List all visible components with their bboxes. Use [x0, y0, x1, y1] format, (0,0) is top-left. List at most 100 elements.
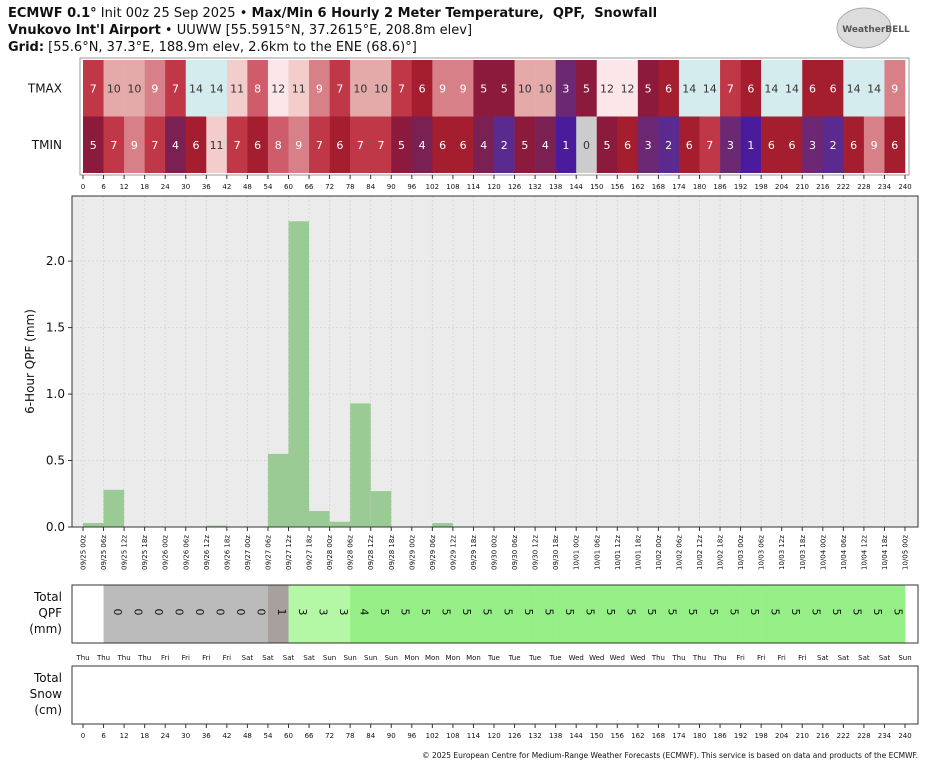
cell-label: 6	[768, 139, 775, 152]
x-tick-label: 78	[346, 732, 355, 740]
bar	[329, 521, 351, 527]
x-tick-label: 10/02 12z	[696, 535, 704, 570]
day-label: Thu	[75, 654, 89, 662]
day-label: Sat	[242, 654, 254, 662]
x-tick-label: 30	[181, 183, 190, 191]
x-tick-label: 09/27 06z	[264, 535, 272, 570]
x-tick-label: 78	[346, 183, 355, 191]
day-label: Thu	[651, 654, 665, 662]
x-tick-label: 10/05 00z	[902, 535, 910, 570]
cell-label: 3	[562, 82, 569, 95]
total-cell	[124, 585, 145, 643]
strip-label: Total	[33, 671, 62, 685]
total-cell	[452, 585, 474, 643]
heat-cell	[822, 116, 844, 173]
x-tick-label: 09/25 18z	[141, 535, 149, 570]
day-label: Sat	[838, 654, 850, 662]
cell-label: 4	[419, 139, 426, 152]
x-tick-label: 180	[693, 732, 706, 740]
bar	[370, 491, 392, 527]
total-label: 5	[399, 609, 412, 616]
day-label: Fri	[757, 654, 765, 662]
cell-label: 4	[172, 139, 179, 152]
x-tick-label: 144	[570, 183, 584, 191]
day-label: Sat	[858, 654, 870, 662]
x-tick-label: 54	[263, 732, 272, 740]
heat-cell	[452, 116, 474, 173]
heat-cell	[514, 116, 536, 173]
x-tick-label: 240	[898, 183, 911, 191]
x-tick-label: 10/03 18z	[799, 535, 807, 570]
title-model: ECMWF 0.1°	[8, 6, 97, 21]
x-tick-label: 09/30 12z	[532, 535, 540, 570]
x-tick-label: 120	[487, 732, 500, 740]
total-cell	[802, 585, 824, 643]
cell-label: 6	[788, 139, 795, 152]
bar	[206, 525, 227, 527]
total-label: 0	[234, 609, 247, 616]
cell-label: 9	[460, 82, 467, 95]
x-tick-label: 192	[734, 732, 747, 740]
day-label: Thu	[137, 654, 151, 662]
total-label: 5	[440, 609, 453, 616]
x-tick-label: 09/25 12z	[121, 535, 129, 570]
day-label: Wed	[589, 654, 604, 662]
day-label: Wed	[569, 654, 584, 662]
cell-label: 5	[604, 139, 611, 152]
total-label: 3	[316, 609, 329, 616]
heat-cell	[309, 116, 330, 173]
x-tick-label: 09/27 00z	[244, 535, 252, 570]
cell-label: 14	[847, 82, 861, 95]
x-tick-label: 60	[284, 732, 293, 740]
x-tick-label: 72	[325, 183, 334, 191]
total-cell	[720, 585, 741, 643]
x-tick-label: 09/25 06z	[100, 535, 108, 570]
bar	[432, 523, 453, 527]
x-tick-label: 114	[467, 183, 481, 191]
x-tick-label: 09/26 06z	[182, 535, 190, 570]
total-label: 5	[542, 609, 555, 616]
cell-label: 0	[583, 139, 590, 152]
heat-cell	[411, 60, 433, 117]
x-tick-label: 156	[611, 183, 625, 191]
total-label: 5	[768, 609, 781, 616]
total-cell	[432, 585, 454, 643]
x-tick-label: 96	[407, 183, 416, 191]
total-cell	[144, 585, 166, 643]
cell-label: 14	[785, 82, 799, 95]
total-cell	[535, 585, 556, 643]
total-label: 0	[131, 609, 144, 616]
total-cell	[350, 585, 371, 643]
cell-label: 1	[562, 139, 569, 152]
day-label: Sun	[385, 654, 398, 662]
total-cell	[678, 585, 700, 643]
day-label: Mon	[425, 654, 440, 662]
day-label: Tue	[549, 654, 562, 662]
heat-cell	[720, 60, 741, 117]
heat-cell	[494, 60, 515, 117]
x-tick-label: 174	[672, 732, 686, 740]
x-tick-label: 54	[263, 183, 272, 191]
heat-cell	[781, 116, 803, 173]
cell-label: 9	[151, 82, 158, 95]
x-tick-label: 0	[81, 732, 85, 740]
day-label: Sat	[283, 654, 295, 662]
cell-label: 7	[377, 139, 384, 152]
grid-text: [55.6°N, 37.3°E, 188.9m elev, 2.6km to t…	[44, 40, 417, 55]
total-cell	[391, 585, 413, 643]
heat-cell	[576, 60, 598, 117]
cell-label: 7	[727, 82, 734, 95]
day-label: Fri	[778, 654, 786, 662]
total-cell	[781, 585, 803, 643]
x-tick-label: 120	[487, 183, 500, 191]
x-tick-label: 09/29 18z	[470, 535, 478, 570]
total-cell	[206, 585, 228, 643]
cell-label: 6	[419, 82, 426, 95]
logo-mark	[836, 7, 892, 49]
total-label: 5	[419, 609, 432, 616]
total-cell	[843, 585, 865, 643]
x-tick-label: 6	[101, 732, 106, 740]
x-tick-label: 222	[837, 183, 850, 191]
x-tick-label: 30	[181, 732, 190, 740]
